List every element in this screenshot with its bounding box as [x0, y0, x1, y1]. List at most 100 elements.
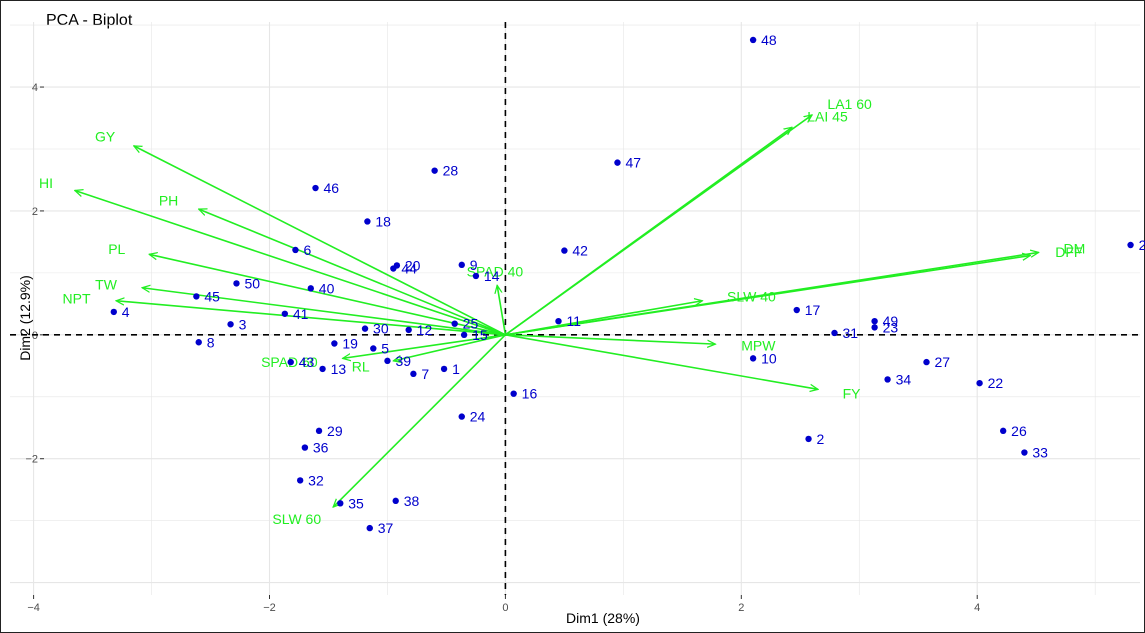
vector-arrow — [116, 301, 506, 336]
y-tick-label: 4 — [32, 82, 38, 94]
data-point — [793, 306, 800, 314]
vector-label: NPT — [63, 291, 91, 307]
vector-arrow — [75, 190, 506, 336]
point-label: 2 — [817, 431, 825, 447]
data-point — [195, 339, 202, 346]
point-label: 35 — [348, 495, 364, 511]
point-label: 34 — [896, 371, 912, 387]
point-label: 9 — [470, 257, 478, 273]
vector-label: SLW 60 — [272, 511, 321, 527]
point-label: 33 — [1032, 445, 1048, 461]
point-label: 11 — [566, 313, 581, 329]
vector-arrow — [505, 256, 1030, 336]
vector-label: LA1 60 — [827, 96, 872, 112]
vector-label: PH — [159, 193, 178, 209]
data-point — [805, 435, 812, 443]
vector-label: SLW 40 — [727, 288, 776, 304]
point-label: 1 — [452, 361, 460, 377]
vector-label: PL — [108, 241, 125, 257]
vector-arrow — [134, 145, 506, 336]
data-point — [366, 524, 373, 532]
vector-arrow — [142, 288, 506, 336]
point-label: 12 — [417, 322, 433, 338]
point-label: 42 — [572, 243, 588, 259]
grid — [10, 22, 1140, 595]
data-point — [460, 331, 468, 339]
point-label: 29 — [327, 423, 343, 439]
point-label: 25 — [463, 316, 479, 332]
data-point — [307, 285, 314, 292]
vector-label: RL — [352, 358, 370, 374]
individual-points: 1234567891011121314151617181920212223242… — [110, 32, 1145, 536]
data-point — [370, 345, 377, 352]
data-point — [472, 272, 480, 280]
data-point — [281, 310, 289, 317]
point-label: 36 — [313, 440, 329, 456]
point-label: 32 — [308, 472, 324, 488]
vector-arrow — [504, 127, 792, 336]
data-point — [384, 357, 391, 365]
vector-label: TW — [95, 276, 118, 292]
point-label: 37 — [378, 520, 394, 536]
point-label: 22 — [988, 375, 1004, 391]
point-label: 15 — [472, 327, 488, 343]
data-point — [749, 355, 757, 362]
data-point — [451, 320, 458, 327]
x-tick-label: 2 — [738, 602, 744, 614]
y-tick-label: 0 — [32, 330, 38, 342]
vector-arrow — [393, 334, 506, 361]
vector-arrow — [505, 334, 818, 390]
point-label: 14 — [484, 268, 500, 284]
vector-label: HI — [39, 175, 53, 191]
data-point — [193, 293, 200, 300]
data-point — [510, 390, 517, 397]
point-label: 24 — [470, 409, 486, 425]
point-label: 31 — [842, 325, 858, 341]
point-label: 48 — [761, 32, 777, 48]
x-tick-label: −2 — [263, 602, 276, 614]
data-point — [361, 325, 369, 332]
data-point — [923, 358, 930, 366]
data-point — [296, 477, 304, 484]
vector-arrow — [505, 334, 715, 344]
data-point — [110, 308, 117, 316]
y-tick-label: −2 — [25, 454, 38, 466]
data-point — [337, 500, 344, 507]
data-point — [301, 444, 309, 451]
point-label: 30 — [373, 321, 389, 337]
point-label: 10 — [761, 350, 777, 366]
x-axis-label: Dim1 (28%) — [566, 610, 640, 626]
data-point — [331, 340, 338, 347]
point-label: 4 — [122, 304, 130, 320]
point-label: 23 — [883, 319, 899, 335]
data-point — [999, 427, 1007, 435]
point-label: 20 — [405, 257, 421, 273]
data-point — [871, 324, 878, 331]
data-point — [227, 321, 234, 328]
point-label: 8 — [207, 334, 215, 350]
data-point — [315, 427, 323, 435]
point-label: 47 — [625, 155, 641, 171]
data-point — [561, 247, 568, 254]
vector-arrow — [333, 334, 506, 507]
vector-label: LAI 45 — [807, 108, 848, 124]
point-label: 16 — [522, 386, 538, 402]
x-tick-label: 4 — [974, 602, 980, 614]
data-point — [976, 379, 983, 387]
data-point — [614, 159, 621, 166]
y-axis-label: Dim2 (12.9%) — [17, 275, 33, 361]
data-point — [390, 265, 397, 272]
data-point — [749, 36, 757, 44]
vector-label: DM — [1063, 241, 1085, 257]
data-point — [292, 246, 299, 254]
data-point — [831, 329, 838, 337]
point-label: 21 — [1139, 237, 1145, 253]
point-label: 39 — [395, 353, 411, 369]
vector-arrow — [343, 334, 506, 359]
data-point — [440, 365, 448, 373]
chart-title: PCA - Biplot — [46, 12, 133, 29]
point-label: 50 — [244, 275, 260, 291]
